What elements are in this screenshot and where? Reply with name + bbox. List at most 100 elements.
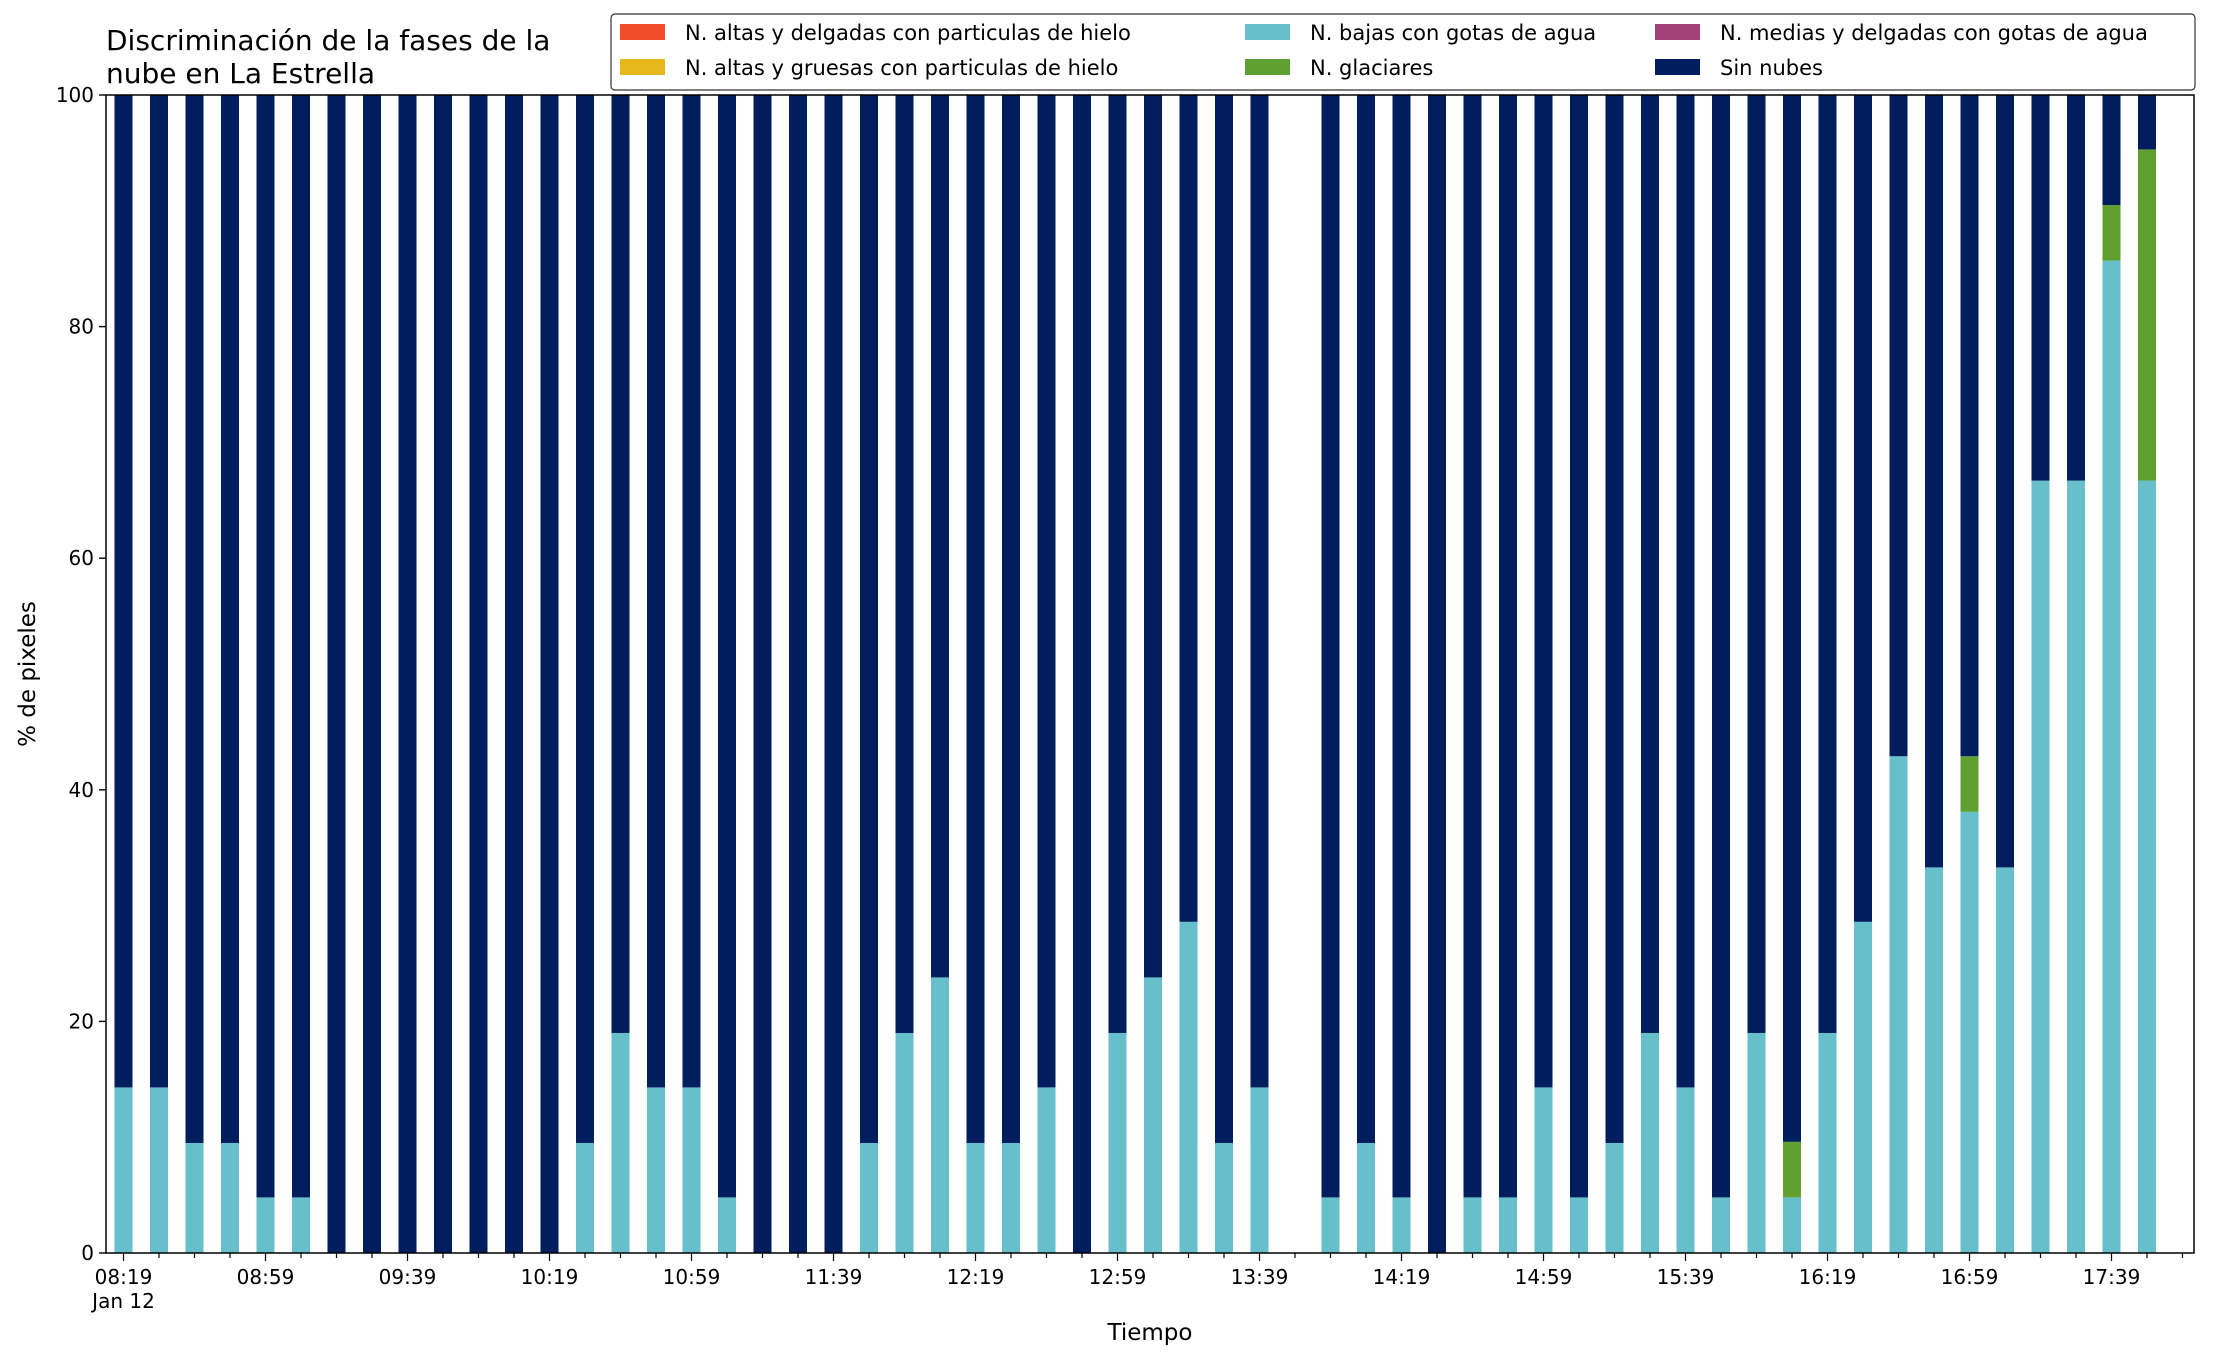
y-axis-label: % de pixeles [15, 601, 41, 747]
bar-segment [1392, 1197, 1411, 1253]
y-axis: 0 20 40 60 80 100 [56, 83, 106, 1265]
bar-segment [1073, 95, 1091, 1253]
bar-segment [1179, 95, 1198, 922]
bar-segment [931, 95, 949, 978]
legend-label: N. glaciares [1310, 56, 1433, 80]
y-tick-label: 0 [81, 1241, 94, 1265]
bar-segment [2031, 95, 2050, 481]
x-tick-label: 16:59 [1941, 1265, 1999, 1289]
bar-segment [1037, 1087, 1056, 1253]
legend-swatch [620, 59, 665, 75]
bar-segment [1499, 1197, 1517, 1253]
bar-segment [1960, 756, 1979, 812]
bar-segment [221, 95, 239, 1143]
bar-segment [1783, 95, 1801, 1142]
bar-segment [1428, 95, 1446, 1253]
bar-segment [2031, 480, 2050, 1253]
legend-swatch [1655, 59, 1700, 75]
bar-segment [1108, 95, 1127, 1033]
x-axis-label: Tiempo [1107, 1320, 1193, 1346]
bar-segment [753, 95, 772, 1253]
bar-segment [1108, 1032, 1127, 1253]
bar-segment [1996, 95, 2014, 868]
bar-segment [114, 1087, 133, 1253]
bar-segment [860, 1142, 878, 1253]
bar-segment [1357, 95, 1375, 1143]
x-tick-label: 09:39 [379, 1265, 437, 1289]
bar-segment [1676, 1087, 1695, 1253]
bar-segment [1747, 1032, 1766, 1253]
bar-segment [1676, 95, 1695, 1088]
bar-segment [1570, 1197, 1588, 1253]
bar-segment [292, 1197, 310, 1253]
legend-label: N. medias y delgadas con gotas de agua [1720, 21, 2148, 45]
bar-segment [1854, 921, 1872, 1253]
bar-segment [2067, 480, 2085, 1253]
x-tick-label: 08:59 [237, 1265, 295, 1289]
bar-segment [1534, 95, 1553, 1088]
bar-segment [2102, 205, 2121, 261]
y-tick-label: 80 [69, 315, 94, 339]
bar-segment [2138, 149, 2156, 481]
bar-segment [1605, 1142, 1624, 1253]
bar-segment [1499, 95, 1517, 1198]
bar-segment [1392, 95, 1411, 1198]
bar-segment [1996, 867, 2014, 1253]
x-axis: 08:19 08:59 09:39 10:19 10:59 11:39 12:19 12:59… [90, 1253, 2184, 1313]
bar-segment [576, 95, 594, 1143]
bar-segment [576, 1142, 594, 1253]
bar-segment [824, 95, 843, 1253]
bar-segment [1037, 95, 1056, 1088]
bar-segment [1144, 977, 1162, 1253]
bar-segment [718, 1197, 736, 1253]
bar-segment [363, 95, 381, 1253]
legend-label: Sin nubes [1720, 56, 1823, 80]
x-tick-label: 10:59 [663, 1265, 721, 1289]
bar-segment [150, 95, 168, 1088]
bar-segment [1321, 95, 1340, 1198]
y-tick-label: 100 [56, 83, 94, 107]
bar-segment [1534, 1087, 1553, 1253]
bar-segment [185, 95, 204, 1143]
bar-segment [114, 95, 133, 1088]
bar-segment [1925, 95, 1943, 868]
bar-segment [1641, 1032, 1659, 1253]
bar-segment [1463, 1197, 1482, 1253]
bar-segment [1250, 1087, 1269, 1253]
x-tick-label: 17:39 [2083, 1265, 2141, 1289]
bar-segment [1641, 95, 1659, 1033]
chart-title-line-2: nube en La Estrella [106, 57, 375, 90]
legend: N. altas y delgadas con particulas de hi… [610, 13, 2196, 91]
bar-segment [647, 95, 665, 1088]
x-tick-label: 13:39 [1231, 1265, 1289, 1289]
bar-segment [966, 95, 985, 1143]
bar-segment [1818, 95, 1837, 1033]
bar-segment [1179, 921, 1198, 1253]
bar-segment [682, 1087, 701, 1253]
bar-segment [292, 95, 310, 1198]
bar-segment [1712, 95, 1730, 1198]
bar-segment [2067, 95, 2085, 481]
bar-segment [682, 95, 701, 1088]
bar-segment [1960, 811, 1979, 1253]
x-tick-label: 14:19 [1373, 1265, 1431, 1289]
bar-segment [895, 1032, 914, 1253]
legend-label: N. altas y delgadas con particulas de hi… [685, 21, 1131, 45]
x-tick-label: 11:39 [805, 1265, 863, 1289]
y-tick-label: 40 [69, 778, 94, 802]
bar-segment [1215, 95, 1233, 1143]
bar-segment [256, 95, 275, 1198]
bar-segment [1889, 756, 1908, 1253]
bar-segment [1783, 1141, 1801, 1198]
legend-box [610, 13, 2196, 91]
x-tick-label: 16:19 [1799, 1265, 1857, 1289]
bar-segment [1321, 1197, 1340, 1253]
bar-segment [2102, 260, 2121, 1254]
bar-segment [718, 95, 736, 1198]
bar-segment [1570, 95, 1588, 1198]
x-tick-label: 08:19 [95, 1265, 153, 1289]
y-tick-label: 60 [69, 546, 94, 570]
bar-segment [2138, 95, 2156, 150]
x-tick-label: 15:39 [1657, 1265, 1715, 1289]
bar-segment [1215, 1142, 1233, 1253]
